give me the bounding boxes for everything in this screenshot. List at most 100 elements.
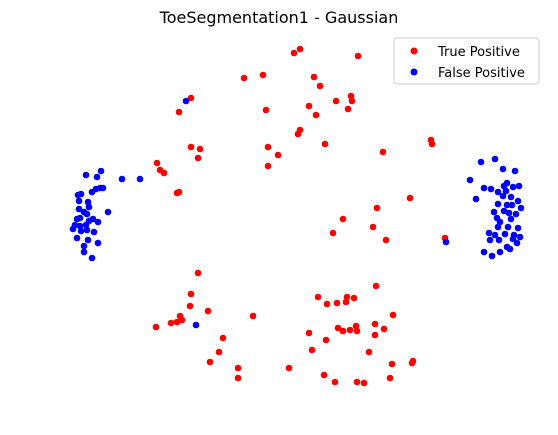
point-true-positive (274, 151, 282, 159)
point-true-positive (386, 374, 394, 382)
point-false-positive (89, 215, 97, 223)
point-true-positive (153, 159, 161, 167)
point-true-positive (322, 336, 330, 344)
point-false-positive (496, 248, 504, 256)
point-false-positive (93, 173, 101, 181)
point-true-positive (323, 300, 331, 308)
point-false-positive (192, 321, 200, 329)
point-false-positive (182, 97, 190, 105)
point-false-positive (73, 234, 81, 242)
point-false-positive (83, 226, 91, 234)
point-false-positive (514, 224, 522, 232)
point-false-positive (480, 248, 488, 256)
point-true-positive (331, 378, 339, 386)
point-false-positive (90, 228, 98, 236)
point-false-positive (74, 191, 82, 199)
point-true-positive (178, 316, 186, 324)
point-true-positive (294, 130, 302, 138)
point-true-positive (219, 334, 227, 342)
point-true-positive (194, 154, 202, 162)
point-false-positive (507, 193, 515, 201)
point-false-positive (502, 187, 510, 195)
point-false-positive (490, 208, 498, 216)
point-true-positive (290, 49, 298, 57)
point-false-positive (503, 243, 511, 251)
point-true-positive (215, 348, 223, 356)
point-true-positive (259, 71, 267, 79)
point-true-positive (196, 145, 204, 153)
legend-label-false-positive: False Positive (438, 66, 525, 81)
point-false-positive (494, 223, 502, 231)
point-false-positive (491, 231, 499, 239)
point-true-positive (369, 223, 377, 231)
point-false-positive (97, 167, 105, 175)
points-layer (69, 45, 525, 387)
point-false-positive (77, 227, 85, 235)
point-true-positive (329, 229, 337, 237)
point-false-positive (99, 184, 107, 192)
point-false-positive (517, 204, 525, 212)
point-true-positive (347, 92, 355, 100)
point-false-positive (466, 176, 474, 184)
point-true-positive (187, 290, 195, 298)
point-true-positive (332, 97, 340, 105)
legend-label-true-positive: True Positive (437, 45, 520, 60)
point-false-positive (500, 182, 508, 190)
point-true-positive (348, 97, 356, 105)
point-true-positive (173, 318, 181, 326)
point-true-positive (388, 360, 396, 368)
point-true-positive (343, 293, 351, 301)
point-true-positive (310, 73, 318, 81)
point-true-positive (350, 294, 358, 302)
point-true-positive (187, 94, 195, 102)
chart-title: ToeSegmentation1 - Gaussian (159, 8, 399, 27)
point-true-positive (167, 319, 175, 327)
point-false-positive (69, 225, 77, 233)
point-true-positive (194, 269, 202, 277)
point-true-positive (175, 188, 183, 196)
point-false-positive (499, 165, 507, 173)
point-true-positive (382, 236, 390, 244)
point-true-positive (342, 298, 350, 306)
point-false-positive (512, 210, 520, 218)
point-false-positive (515, 182, 523, 190)
point-false-positive (508, 201, 516, 209)
point-false-positive (136, 175, 144, 183)
point-false-positive (80, 248, 88, 256)
point-false-positive (76, 222, 84, 230)
point-true-positive (371, 320, 379, 328)
point-true-positive (339, 327, 347, 335)
legend-box (393, 37, 540, 85)
point-true-positive (372, 282, 380, 290)
point-false-positive (88, 254, 96, 262)
point-false-positive (507, 215, 515, 223)
point-false-positive (501, 230, 509, 238)
point-true-positive (152, 323, 160, 331)
point-true-positive (305, 102, 313, 110)
point-false-positive (486, 236, 494, 244)
legend-marker-true-positive (410, 47, 418, 55)
point-true-positive (305, 329, 313, 337)
point-false-positive (509, 235, 517, 243)
point-false-positive (494, 188, 502, 196)
point-true-positive (308, 346, 316, 354)
point-true-positive (353, 327, 361, 335)
point-true-positive (234, 374, 242, 382)
point-true-positive (353, 378, 361, 386)
point-true-positive (334, 324, 342, 332)
point-false-positive (83, 210, 91, 218)
point-false-positive (88, 188, 96, 196)
point-true-positive (371, 331, 379, 339)
point-false-positive (118, 175, 126, 183)
point-false-positive (499, 192, 507, 200)
point-true-positive (360, 379, 368, 387)
point-true-positive (240, 74, 248, 82)
point-false-positive (516, 233, 524, 241)
point-false-positive (82, 171, 90, 179)
point-true-positive (428, 140, 436, 148)
point-false-positive (511, 167, 519, 175)
point-true-positive (352, 322, 360, 330)
point-false-positive (75, 205, 83, 213)
point-true-positive (160, 169, 168, 177)
